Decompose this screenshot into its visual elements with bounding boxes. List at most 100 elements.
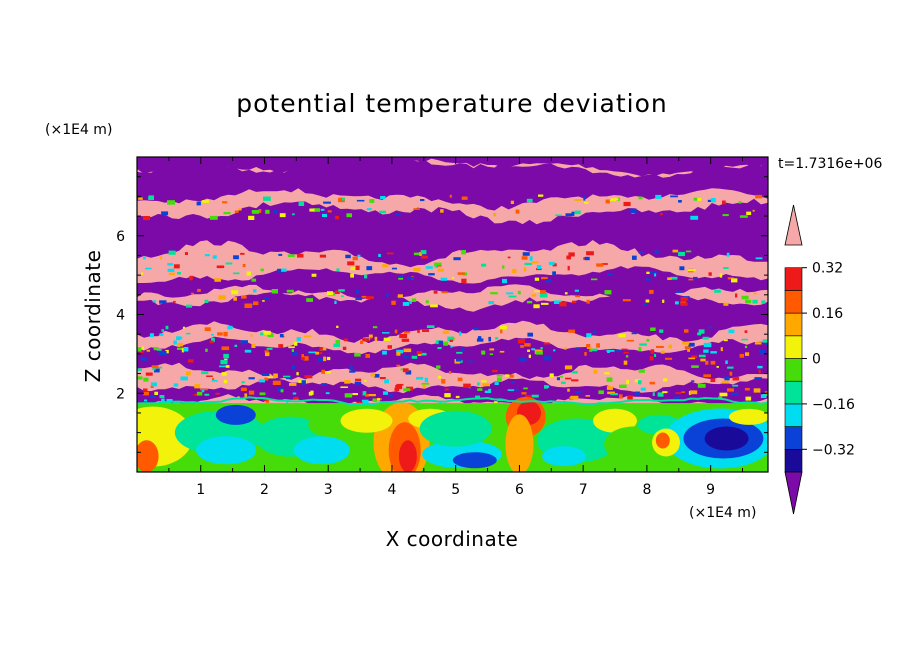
- turbulent-cell: [244, 349, 252, 353]
- turbulent-cell: [262, 373, 270, 376]
- turbulent-cell: [586, 299, 590, 304]
- turbulent-cell: [571, 300, 577, 304]
- turbulent-cell: [575, 347, 580, 349]
- turbulent-cell: [531, 394, 539, 398]
- turbulent-cell: [313, 208, 320, 212]
- turbulent-cell: [424, 377, 428, 383]
- turbulent-cell: [725, 360, 728, 364]
- turbulent-cell: [137, 376, 143, 380]
- turbulent-cell: [137, 368, 142, 371]
- turbulent-cell: [564, 365, 573, 370]
- turbulent-cell: [565, 213, 573, 217]
- turbulent-cell: [397, 294, 403, 298]
- turbulent-cell: [731, 278, 738, 283]
- turbulent-cell: [646, 338, 650, 342]
- turbulent-cell: [400, 368, 404, 371]
- turbulent-cell: [398, 275, 404, 278]
- turbulent-cell: [710, 198, 716, 203]
- turbulent-cell: [168, 272, 175, 276]
- turbulent-cell: [449, 194, 452, 198]
- turbulent-cell: [368, 334, 373, 338]
- turbulent-cell: [354, 352, 361, 357]
- turbulent-cell: [264, 350, 269, 353]
- turbulent-cell: [413, 208, 420, 210]
- turbulent-cell: [263, 196, 271, 201]
- turbulent-cell: [291, 365, 295, 369]
- turbulent-cell: [201, 389, 205, 393]
- turbulent-cell: [536, 265, 542, 269]
- turbulent-cell: [260, 268, 264, 272]
- turbulent-cell: [277, 268, 284, 273]
- turbulent-cell: [396, 351, 401, 356]
- turbulent-cell: [567, 388, 570, 392]
- y-tick-label: 2: [116, 386, 125, 402]
- turbulent-cell: [396, 349, 404, 354]
- turbulent-cell: [688, 278, 694, 281]
- turbulent-cell: [143, 388, 148, 391]
- turbulent-cell: [343, 338, 348, 342]
- turbulent-cell: [173, 264, 180, 269]
- colorbar-label: 0.16: [812, 306, 843, 322]
- turbulent-cell: [185, 371, 191, 376]
- turbulent-cell: [610, 198, 619, 201]
- turbulent-cell: [320, 208, 325, 211]
- boundary-eddy: [137, 440, 159, 472]
- turbulent-cell: [437, 347, 442, 350]
- turbulent-cell: [575, 391, 581, 393]
- turbulent-cell: [607, 273, 613, 276]
- turbulent-cell: [455, 395, 460, 399]
- turbulent-cell: [752, 209, 755, 212]
- turbulent-cell: [456, 358, 462, 362]
- turbulent-cell: [216, 265, 225, 269]
- turbulent-cell: [362, 338, 370, 342]
- turbulent-cell: [425, 266, 433, 269]
- turbulent-cell: [477, 382, 480, 386]
- x-tick-label: 8: [642, 482, 651, 498]
- turbulent-cell: [710, 360, 716, 365]
- turbulent-cell: [383, 391, 388, 395]
- turbulent-cell: [596, 263, 604, 267]
- turbulent-cell: [623, 351, 629, 354]
- turbulent-cell: [143, 377, 149, 382]
- turbulent-cell: [662, 391, 668, 394]
- turbulent-cell: [298, 201, 305, 206]
- turbulent-cell: [387, 345, 392, 349]
- turbulent-cell: [335, 340, 340, 344]
- turbulent-cell: [167, 268, 175, 272]
- turbulent-cell: [184, 252, 188, 255]
- turbulent-cell: [499, 325, 507, 330]
- turbulent-cell: [744, 387, 750, 391]
- turbulent-cell: [288, 346, 295, 349]
- turbulent-cell: [625, 355, 629, 358]
- turbulent-cell: [438, 375, 442, 379]
- y-axis-ticks: 2 4 6: [116, 176, 768, 453]
- turbulent-cell: [728, 329, 735, 334]
- turbulent-cell: [703, 342, 712, 348]
- turbulent-cell: [754, 342, 762, 345]
- turbulent-cell: [584, 256, 590, 261]
- turbulent-cell: [482, 383, 490, 387]
- turbulent-cell: [520, 345, 524, 348]
- turbulent-cell: [591, 278, 598, 281]
- turbulent-cell: [265, 399, 270, 403]
- x-axis-label: X coordinate: [386, 527, 519, 551]
- turbulent-cell: [211, 337, 215, 343]
- turbulent-cell: [561, 381, 566, 384]
- turbulent-cell: [708, 272, 712, 276]
- turbulent-cell: [457, 377, 463, 382]
- turbulent-cell: [496, 377, 502, 382]
- turbulent-cell: [567, 265, 570, 271]
- boundary-eddy: [655, 432, 670, 449]
- turbulent-cell: [366, 266, 373, 271]
- turbulent-cell: [321, 383, 327, 386]
- turbulent-cell: [345, 254, 351, 259]
- turbulent-cell: [528, 354, 531, 358]
- turbulent-cell: [564, 347, 567, 350]
- turbulent-cell: [645, 278, 651, 281]
- turbulent-cell: [250, 334, 253, 337]
- turbulent-cell: [421, 382, 430, 385]
- turbulent-cell: [727, 366, 734, 369]
- turbulent-cell: [675, 301, 679, 305]
- turbulent-cell: [322, 213, 327, 217]
- turbulent-cell: [336, 325, 339, 328]
